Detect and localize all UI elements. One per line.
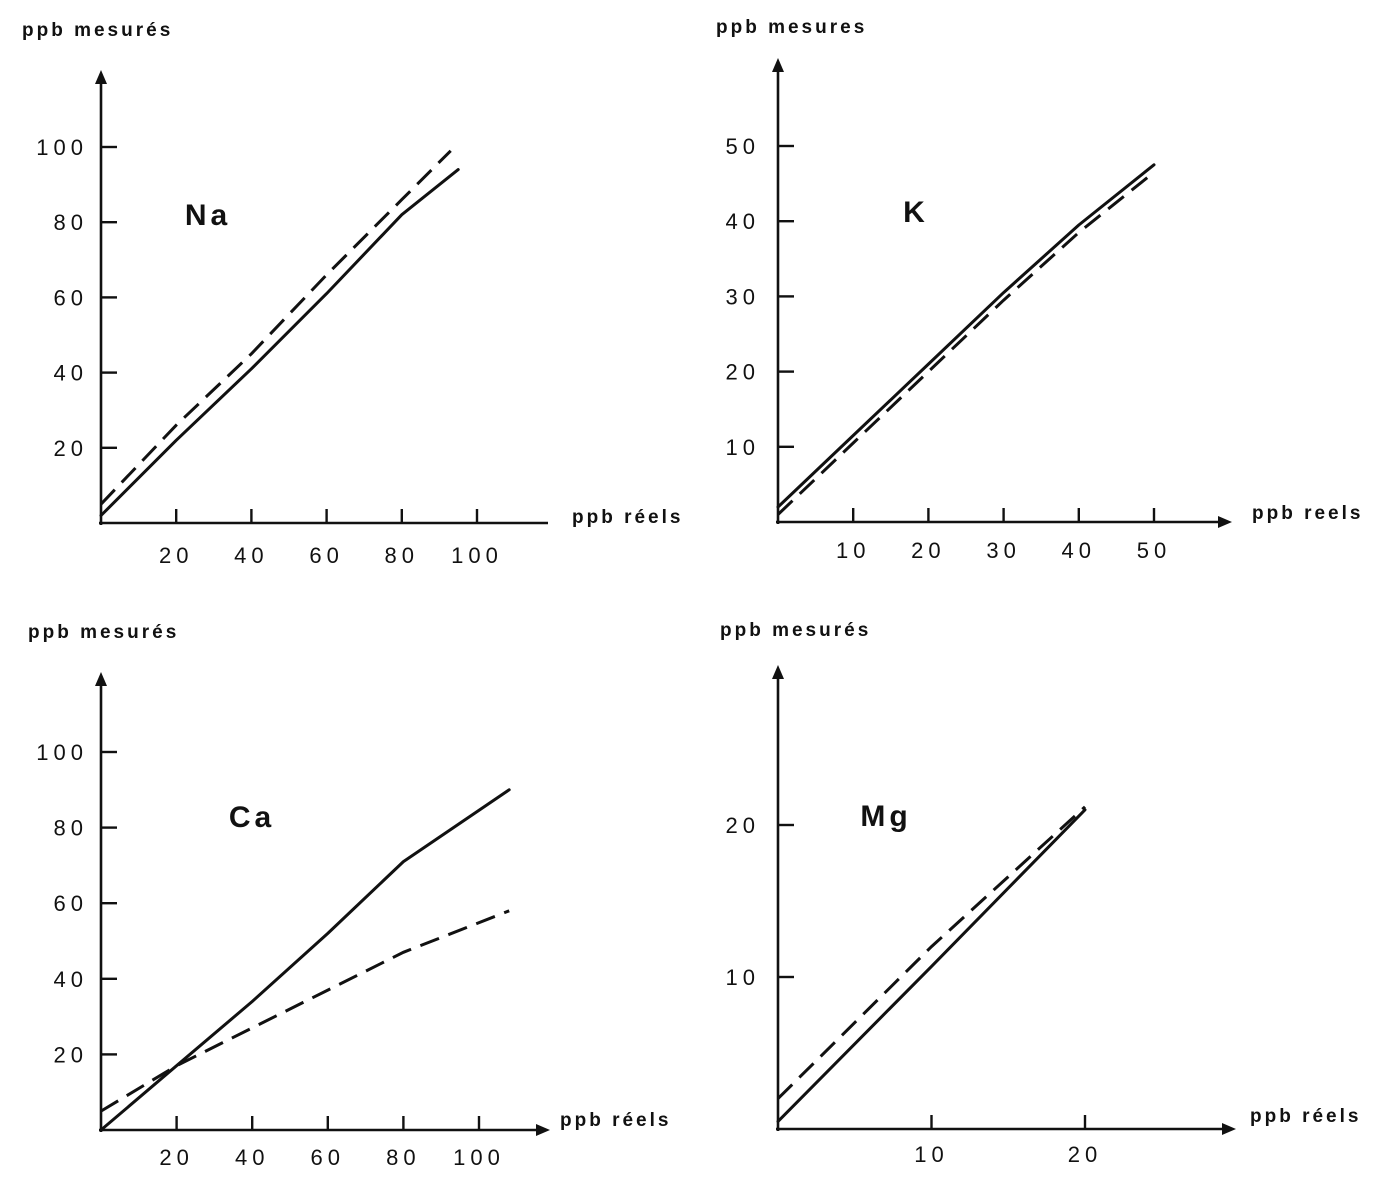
y-tick-label: 10 bbox=[726, 435, 760, 460]
x-axis-label: ppb reels bbox=[1252, 503, 1363, 524]
element-label: Mg bbox=[860, 800, 911, 833]
dashed-series-line bbox=[776, 805, 1087, 1100]
y-tick-label: 40 bbox=[54, 361, 88, 386]
x-axis-arrowhead bbox=[1222, 1123, 1236, 1135]
x-axis-label: ppb réels bbox=[1250, 1106, 1361, 1127]
chart-panel-mg: 10 20 10 20 ppb réels ppb mesurés Mg bbox=[720, 620, 1361, 1167]
x-tick-label: 100 bbox=[451, 543, 503, 568]
y-tick-label: 80 bbox=[54, 816, 88, 841]
x-axis-arrowhead bbox=[536, 1124, 550, 1136]
x-tick-label: 50 bbox=[1137, 538, 1171, 563]
x-axis-arrowhead bbox=[1218, 516, 1232, 528]
dashed-series-line bbox=[776, 171, 1155, 516]
x-tick-label: 10 bbox=[914, 1142, 948, 1167]
x-tick-label: 40 bbox=[235, 1145, 269, 1170]
y-tick-label: 100 bbox=[36, 135, 88, 160]
x-axis-label: ppb réels bbox=[560, 1110, 671, 1131]
x-tick-label: 40 bbox=[1062, 538, 1096, 563]
y-axis-label: ppb mesurés bbox=[22, 20, 173, 41]
y-axis-arrowhead bbox=[772, 665, 784, 679]
x-tick-label: 100 bbox=[453, 1145, 505, 1170]
y-tick-label: 20 bbox=[726, 360, 760, 385]
x-tick-label: 10 bbox=[836, 538, 870, 563]
dashed-series-line bbox=[99, 149, 452, 506]
x-tick-label: 30 bbox=[986, 538, 1020, 563]
y-tick-label: 100 bbox=[36, 740, 88, 765]
element-label: Na bbox=[185, 199, 231, 232]
y-tick-label: 80 bbox=[54, 210, 88, 235]
x-tick-label: 80 bbox=[385, 543, 419, 568]
chart-panel-ca: 20 40 60 80 100 20 40 60 80 100 ppb réels ppb mesur… bbox=[28, 622, 671, 1170]
x-tick-label: 20 bbox=[911, 538, 945, 563]
y-tick-label: 10 bbox=[726, 965, 760, 990]
element-label: K bbox=[903, 196, 929, 229]
solid-series-line bbox=[776, 808, 1087, 1123]
y-tick-label: 40 bbox=[54, 967, 88, 992]
solid-series-line bbox=[99, 788, 511, 1132]
y-tick-label: 40 bbox=[726, 209, 760, 234]
y-axis-arrowhead bbox=[772, 58, 784, 72]
y-axis-arrowhead bbox=[95, 70, 107, 84]
x-tick-label: 60 bbox=[309, 543, 343, 568]
y-tick-label: 20 bbox=[54, 436, 88, 461]
x-axis-label: ppb réels bbox=[572, 507, 683, 528]
y-tick-label: 60 bbox=[54, 891, 88, 916]
element-label: Ca bbox=[229, 801, 275, 834]
dashed-series-line bbox=[100, 909, 510, 1113]
y-axis-label: ppb mesurés bbox=[720, 620, 871, 641]
y-axis-label: ppb mesurés bbox=[28, 622, 179, 643]
x-tick-label: 20 bbox=[159, 1145, 193, 1170]
chart-panel-na: 20 40 60 80 100 20 40 60 80 100 ppb réels ppb mesur… bbox=[22, 20, 683, 568]
y-axis-arrowhead bbox=[95, 672, 107, 686]
chart-panel-k: 10 20 30 40 50 10 20 30 40 50 ppb reels ppb mesures… bbox=[716, 17, 1363, 563]
y-tick-label: 20 bbox=[54, 1042, 88, 1067]
solid-series-line bbox=[776, 163, 1156, 509]
x-tick-label: 40 bbox=[234, 543, 268, 568]
x-tick-label: 20 bbox=[159, 543, 193, 568]
x-tick-label: 80 bbox=[386, 1145, 420, 1170]
y-tick-label: 30 bbox=[726, 284, 760, 309]
x-tick-label: 60 bbox=[311, 1145, 345, 1170]
x-tick-label: 20 bbox=[1068, 1142, 1102, 1167]
y-tick-label: 20 bbox=[726, 813, 760, 838]
y-tick-label: 50 bbox=[726, 134, 760, 159]
y-tick-label: 60 bbox=[54, 285, 88, 310]
solid-series-line bbox=[99, 168, 460, 517]
y-axis-label: ppb mesures bbox=[716, 17, 867, 38]
